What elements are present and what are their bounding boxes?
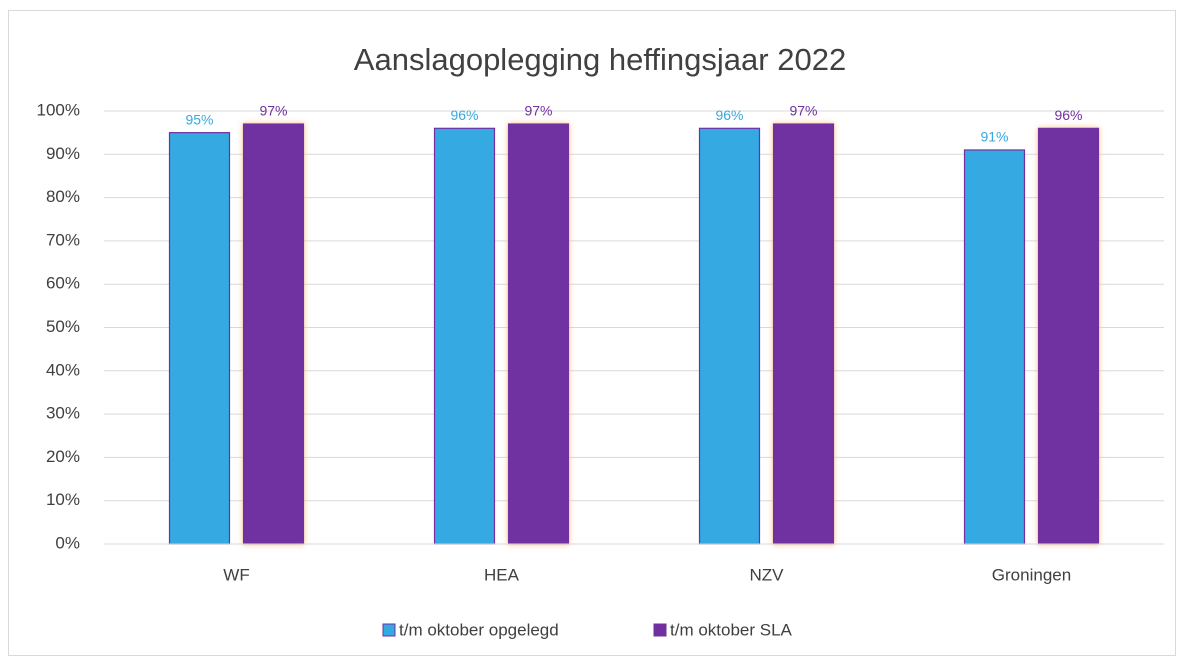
y-tick-label: 80% [46, 187, 80, 206]
value-label: 95% [185, 111, 213, 127]
x-tick-label: HEA [484, 565, 520, 584]
bar [242, 123, 305, 545]
value-label: 96% [715, 107, 743, 123]
y-tick-label: 30% [46, 404, 80, 423]
y-tick-label: 0% [55, 533, 80, 552]
chart-title: Aanslagoplegging heffingsjaar 2022 [354, 42, 846, 77]
y-tick-label: 100% [37, 100, 80, 119]
value-label: 96% [1054, 107, 1082, 123]
legend-swatch [382, 623, 396, 637]
y-tick-label: 10% [46, 490, 80, 509]
bar [698, 127, 761, 545]
x-tick-label: NZV [750, 565, 785, 584]
legend-label: t/m oktober opgelegd [399, 620, 559, 639]
value-label: 96% [450, 107, 478, 123]
y-tick-label: 90% [46, 144, 80, 163]
value-label: 97% [524, 103, 552, 119]
value-label: 97% [259, 103, 287, 119]
bar [433, 127, 496, 545]
bar [772, 123, 835, 545]
bar [507, 123, 570, 545]
y-tick-label: 50% [46, 317, 80, 336]
legend-label: t/m oktober SLA [670, 620, 793, 639]
x-tick-label: WF [223, 565, 249, 584]
x-tick-label: Groningen [992, 565, 1071, 584]
y-tick-label: 60% [46, 274, 80, 293]
bar [963, 149, 1026, 545]
y-tick-label: 40% [46, 360, 80, 379]
legend-swatch [653, 623, 667, 637]
bar [168, 132, 231, 545]
y-tick-label: 20% [46, 447, 80, 466]
y-tick-label: 70% [46, 230, 80, 249]
value-label: 97% [789, 103, 817, 119]
bar [1037, 127, 1100, 545]
value-label: 91% [980, 129, 1008, 145]
